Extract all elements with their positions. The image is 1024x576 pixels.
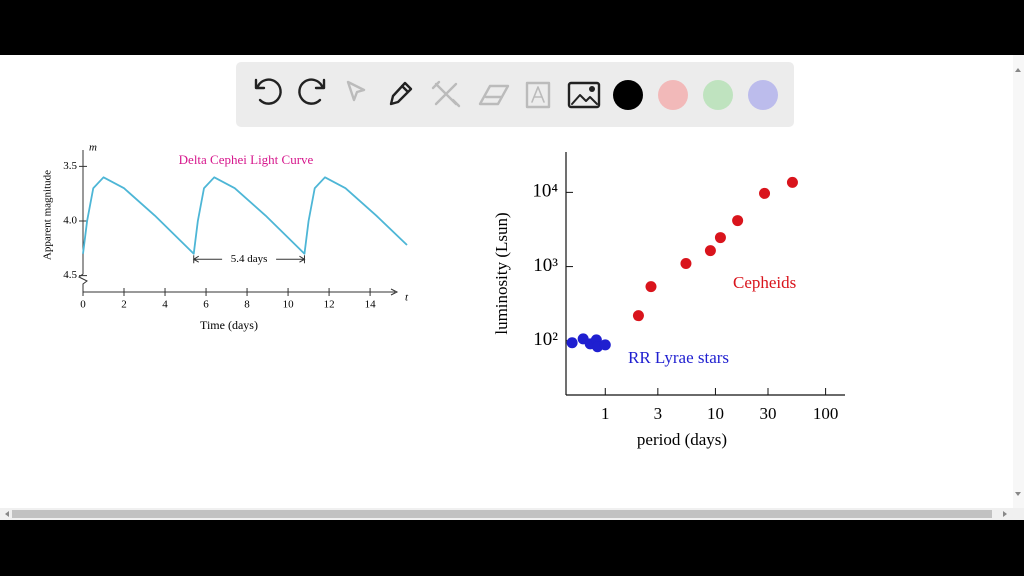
point xyxy=(566,337,578,349)
y-tick-label: 10⁴ xyxy=(532,181,558,202)
point xyxy=(786,176,798,188)
pointer[interactable] xyxy=(346,80,366,102)
plots: 0 2 4 6 8 10 12 14 3.5 4.0 4.5 m t Time (days) Apparen… xyxy=(42,142,845,449)
image-tool[interactable] xyxy=(567,81,601,109)
x-axis-arrow xyxy=(390,288,399,296)
redo[interactable] xyxy=(298,78,326,105)
span-label: 5.4 days xyxy=(231,253,268,265)
y-tick-label: 4.0 xyxy=(63,215,77,227)
y-tick-label: 10² xyxy=(533,329,558,350)
pen[interactable] xyxy=(389,81,413,106)
point xyxy=(759,187,771,199)
canvas xyxy=(0,55,1024,520)
undo[interactable] xyxy=(254,78,282,105)
x-tick-label: 1 xyxy=(601,404,610,423)
color-blue[interactable] xyxy=(748,80,778,110)
x-tick-label: 100 xyxy=(813,404,839,423)
color-green[interactable] xyxy=(703,80,733,110)
series-label: Cepheids xyxy=(733,273,796,292)
x-tick-label: 10 xyxy=(707,404,724,423)
x-tick-label: 14 xyxy=(365,299,377,311)
point xyxy=(714,232,726,244)
y-axis-symbol: m xyxy=(89,142,97,154)
color-black[interactable] xyxy=(613,80,643,110)
span-arrow xyxy=(192,255,306,264)
color-red[interactable] xyxy=(658,80,688,110)
y-tick-label: 3.5 xyxy=(63,160,77,172)
x-tick-label: 8 xyxy=(244,299,250,311)
x-axis-label: period (days) xyxy=(637,430,727,449)
point xyxy=(732,215,744,227)
x-tick-label: 0 xyxy=(80,299,86,311)
x-axis-symbol: t xyxy=(405,292,409,304)
x-tick-label: 4 xyxy=(162,299,168,311)
x-tick-label: 6 xyxy=(203,299,209,311)
text-tool[interactable] xyxy=(525,81,551,109)
series-label: RR Lyrae stars xyxy=(628,348,729,367)
toolbar xyxy=(236,62,794,127)
chart: 0 2 4 6 8 10 12 14 3.5 4.0 4.5 m t Time (days) Apparen… xyxy=(42,142,409,332)
light-curve xyxy=(82,176,408,255)
point xyxy=(704,245,716,257)
x-axis-label: Time (days) xyxy=(200,318,258,332)
y-tick-label: 4.5 xyxy=(63,269,77,281)
x-tick-label: 30 xyxy=(760,404,777,423)
x-tick-label: 3 xyxy=(654,404,663,423)
eraser[interactable] xyxy=(478,84,510,106)
h-scroll-thumb[interactable] xyxy=(12,510,992,518)
x-tick-label: 10 xyxy=(283,299,295,311)
y-tick-label: 10³ xyxy=(533,255,558,276)
scrollbars xyxy=(0,55,1024,520)
chart: 1 3 10 30 100 10² 10³ 10⁴ period (days) luminosit… xyxy=(492,152,845,449)
point xyxy=(632,310,644,322)
y-axis-label: luminosity (Lsun) xyxy=(492,212,511,334)
x-tick-label: 12 xyxy=(324,299,335,311)
chart-title: Delta Cephei Light Curve xyxy=(179,152,314,167)
tools[interactable] xyxy=(431,80,461,108)
x-tick-label: 2 xyxy=(121,299,127,311)
point xyxy=(680,258,692,270)
point xyxy=(599,339,611,351)
point xyxy=(645,281,657,293)
y-axis-label: Apparent magnitude xyxy=(42,170,54,260)
